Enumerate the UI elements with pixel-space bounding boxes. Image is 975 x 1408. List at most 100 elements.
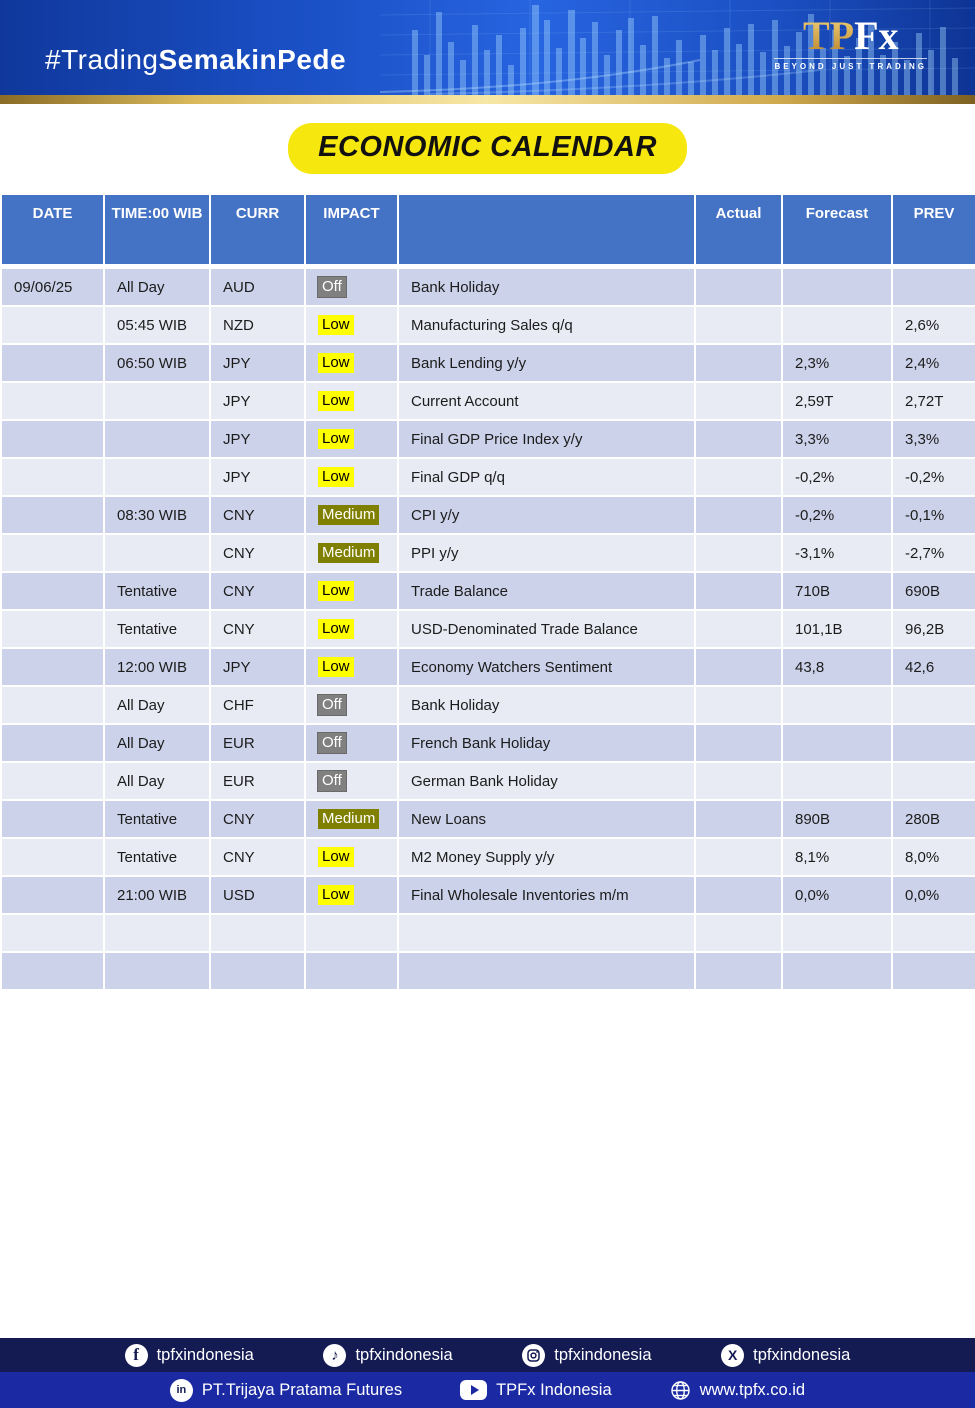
- impact-badge: Low: [318, 581, 354, 601]
- time-cell: [103, 533, 211, 573]
- curr-cell: JPY: [209, 647, 306, 687]
- actual-cell: [694, 305, 783, 345]
- table-row: 08:30 WIB CNY Medium CPI y/y -0,2% -0,1%: [0, 495, 975, 535]
- time-cell: All Day: [103, 761, 211, 801]
- date-cell: [0, 951, 105, 991]
- col-header-prev: PREV: [891, 193, 975, 269]
- tpfx-logo-word: TPFx: [774, 16, 927, 56]
- impact-cell: Off: [304, 723, 399, 763]
- actual-cell: [694, 495, 783, 535]
- impact-cell: Medium: [304, 799, 399, 839]
- date-cell: [0, 723, 105, 763]
- date-cell: [0, 381, 105, 421]
- prev-cell: [891, 723, 975, 763]
- table-row: JPY Low Final GDP Price Index y/y 3,3% 3,3%: [0, 419, 975, 459]
- forecast-cell: [781, 913, 893, 953]
- page-title: ECONOMIC CALENDAR: [288, 123, 687, 174]
- facebook-icon: f: [124, 1343, 148, 1367]
- economic-calendar-table: DATE TIME:00 WIB CURR IMPACT Actual Fore…: [0, 193, 975, 991]
- forecast-cell: -0,2%: [781, 495, 893, 535]
- x-icon: X: [721, 1343, 745, 1367]
- footer-company-bar: in PT.Trijaya Pratama Futures TPFx Indon…: [0, 1372, 975, 1408]
- table-row: [0, 951, 975, 991]
- hashtag-regular-part: #Trading: [45, 44, 159, 75]
- impact-cell: [304, 951, 399, 991]
- impact-badge: Medium: [318, 543, 380, 563]
- col-header-impact: IMPACT: [304, 193, 399, 269]
- actual-cell: [694, 799, 783, 839]
- curr-cell: CNY: [209, 533, 306, 573]
- table-row: 06:50 WIB JPY Low Bank Lending y/y 2,3% 2,4%: [0, 343, 975, 383]
- event-cell: Bank Lending y/y: [397, 343, 696, 383]
- social-handle: tpfxindonesia: [355, 1345, 453, 1364]
- col-header-forecast: Forecast: [781, 193, 893, 269]
- impact-cell: Low: [304, 305, 399, 345]
- date-cell: [0, 609, 105, 649]
- prev-cell: [891, 265, 975, 307]
- table-row: JPY Low Final GDP q/q -0,2% -0,2%: [0, 457, 975, 497]
- impact-cell: Low: [304, 457, 399, 497]
- social-facebook[interactable]: f tpfxindonesia: [124, 1343, 254, 1367]
- curr-cell: JPY: [209, 419, 306, 459]
- footer-label: www.tpfx.co.id: [699, 1380, 806, 1399]
- actual-cell: [694, 723, 783, 763]
- forecast-cell: [781, 685, 893, 725]
- actual-cell: [694, 571, 783, 611]
- date-cell: 09/06/25: [0, 265, 105, 307]
- footer-youtube[interactable]: TPFx Indonesia: [460, 1380, 612, 1400]
- event-cell: Final Wholesale Inventories m/m: [397, 875, 696, 915]
- time-cell: Tentative: [103, 571, 211, 611]
- col-header-actual: Actual: [694, 193, 783, 269]
- impact-cell: Medium: [304, 533, 399, 573]
- actual-cell: [694, 419, 783, 459]
- date-cell: [0, 419, 105, 459]
- forecast-cell: 0,0%: [781, 875, 893, 915]
- social-x[interactable]: X tpfxindonesia: [721, 1343, 851, 1367]
- social-handle: tpfxindonesia: [753, 1345, 851, 1364]
- date-cell: [0, 799, 105, 839]
- time-cell: 06:50 WIB: [103, 343, 211, 383]
- forecast-cell: 890B: [781, 799, 893, 839]
- social-instagram[interactable]: tpfxindonesia: [522, 1343, 652, 1367]
- impact-badge: Off: [317, 694, 347, 716]
- time-cell: Tentative: [103, 799, 211, 839]
- date-cell: [0, 913, 105, 953]
- col-header-date: DATE: [0, 193, 105, 269]
- forecast-cell: 2,3%: [781, 343, 893, 383]
- actual-cell: [694, 533, 783, 573]
- prev-cell: 3,3%: [891, 419, 975, 459]
- table-row: All Day CHF Off Bank Holiday: [0, 685, 975, 725]
- youtube-icon: [460, 1380, 488, 1400]
- forecast-cell: 43,8: [781, 647, 893, 687]
- curr-cell: CNY: [209, 495, 306, 535]
- footer-website[interactable]: www.tpfx.co.id: [670, 1380, 805, 1401]
- prev-cell: 0,0%: [891, 875, 975, 915]
- social-handle: tpfxindonesia: [554, 1345, 652, 1364]
- impact-badge: Medium: [318, 809, 380, 829]
- curr-cell: EUR: [209, 723, 306, 763]
- curr-cell: USD: [209, 875, 306, 915]
- time-cell: All Day: [103, 723, 211, 763]
- curr-cell: JPY: [209, 457, 306, 497]
- social-tiktok[interactable]: ♪ tpfxindonesia: [323, 1343, 453, 1367]
- actual-cell: [694, 951, 783, 991]
- event-cell: French Bank Holiday: [397, 723, 696, 763]
- table-row: 05:45 WIB NZD Low Manufacturing Sales q/q 2,…: [0, 305, 975, 345]
- event-cell: [397, 913, 696, 953]
- event-cell: Bank Holiday: [397, 265, 696, 307]
- time-cell: [103, 419, 211, 459]
- time-cell: Tentative: [103, 837, 211, 877]
- tpfx-logo-fx: Fx: [854, 13, 899, 58]
- impact-cell: Low: [304, 875, 399, 915]
- impact-badge: Low: [318, 391, 354, 411]
- curr-cell: CNY: [209, 571, 306, 611]
- date-cell: [0, 647, 105, 687]
- forecast-cell: [781, 723, 893, 763]
- forecast-cell: -3,1%: [781, 533, 893, 573]
- social-handle: tpfxindonesia: [156, 1345, 254, 1364]
- impact-badge: Off: [317, 770, 347, 792]
- gold-divider: [0, 95, 975, 104]
- event-cell: Economy Watchers Sentiment: [397, 647, 696, 687]
- impact-cell: [304, 913, 399, 953]
- footer-linkedin[interactable]: in PT.Trijaya Pratama Futures: [169, 1378, 402, 1402]
